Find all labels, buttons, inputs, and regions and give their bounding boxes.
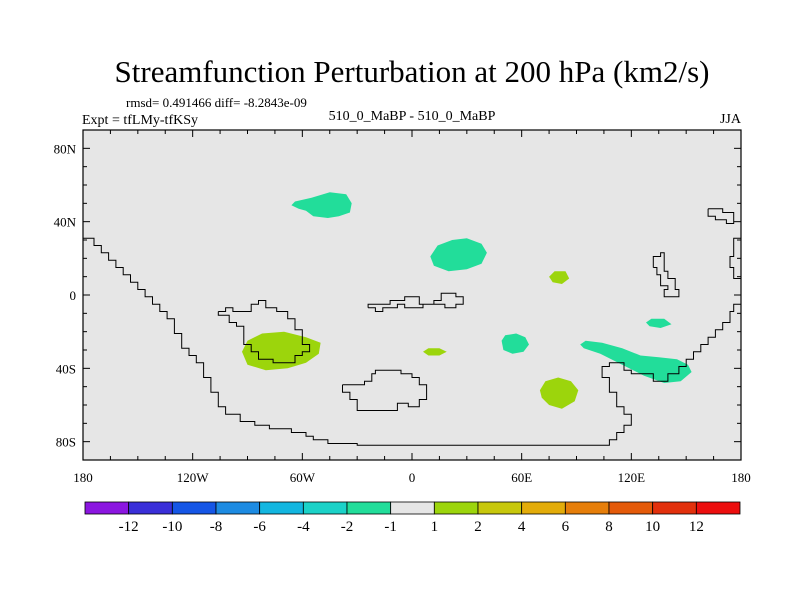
x-tick-label: 120W	[177, 470, 210, 485]
colorbar-label: 8	[605, 519, 613, 535]
colorbar-swatch	[695, 501, 741, 515]
colorbar-swatch	[84, 501, 130, 515]
colorbar-label: 12	[689, 519, 704, 535]
x-tick-label: 180	[73, 470, 93, 485]
x-tick-label: 120E	[618, 470, 646, 485]
map-plot-area	[83, 130, 741, 460]
colorbar-swatch	[390, 501, 435, 515]
colorbar-label: -8	[210, 519, 223, 535]
anomaly-indian-ocean	[501, 333, 529, 354]
coastline-west	[83, 237, 741, 446]
colorbar-swatch	[171, 501, 217, 515]
x-tick-label: 180	[731, 470, 751, 485]
colorbar-label: 2	[474, 519, 482, 535]
colorbar-label: -4	[297, 519, 310, 535]
x-tick-label: 60W	[290, 470, 316, 485]
y-tick-label: 80N	[54, 141, 77, 156]
left-subtitle: Expt = tfLMy-tfKSy	[82, 113, 198, 128]
colorbar-label: 1	[431, 519, 439, 535]
colorbar-swatch	[652, 501, 697, 515]
colorbar-label: -1	[384, 519, 397, 535]
colorbar-label: -6	[253, 519, 266, 535]
colorbar-swatch	[477, 501, 523, 515]
colorbar-label: 10	[645, 519, 660, 535]
coastline-east-far	[729, 237, 741, 279]
y-tick-label: 40N	[54, 215, 77, 230]
x-tick-label: 0	[409, 470, 416, 485]
x-tick-label: 60E	[511, 470, 532, 485]
colorbar-swatch	[433, 501, 479, 515]
colorbar-label: 4	[518, 519, 526, 535]
season-label: JJA	[720, 112, 742, 127]
colorbar-swatch	[259, 501, 304, 515]
y-tick-label: 80S	[56, 435, 76, 450]
plot-background	[83, 130, 741, 460]
colorbar-label: 6	[562, 519, 570, 535]
colorbar-swatch	[608, 501, 654, 515]
coastline-africa	[367, 292, 464, 312]
colorbar-swatch	[346, 501, 392, 515]
anomaly-arabia	[549, 271, 570, 284]
colorbar-swatch	[215, 501, 261, 515]
anomaly-s-indian	[539, 377, 579, 409]
y-tick-label: 0	[70, 288, 77, 303]
y-tick-label: 40S	[56, 361, 76, 376]
colorbar-swatch	[521, 501, 566, 515]
center-subtitle: 510_0_MaBP - 510_0_MaBP	[329, 109, 496, 124]
anomaly-australia	[580, 340, 692, 383]
anomaly-n-atlantic	[291, 192, 352, 218]
colorbar-swatch	[564, 501, 610, 515]
colorbar-label: -12	[119, 519, 139, 535]
anomaly-central-asia	[430, 238, 487, 272]
stats-line: rmsd= 0.491466 diff= -8.2843e-09	[126, 95, 307, 110]
coastline-east-small	[652, 252, 680, 298]
coastline-antarctic-block	[342, 369, 428, 411]
colorbar-label: -2	[341, 519, 354, 535]
colorbar-label: -10	[162, 519, 182, 535]
colorbar: -12 -10 -8 -6 -4 -2 -1 1 2 4 6 8 10 12	[84, 501, 741, 535]
anomaly-s-atlantic	[423, 348, 447, 356]
coastline-east-ne	[707, 208, 735, 224]
anomaly-south-america	[242, 331, 321, 371]
anomaly-se-asia	[646, 318, 672, 328]
chart-title: Streamfunction Perturbation at 200 hPa (…	[115, 54, 710, 89]
colorbar-swatch	[302, 501, 348, 515]
colorbar-swatch	[128, 501, 173, 515]
map-axes: 180 120W 60W 0 60E 120E 180 80N 40N 0 40S 80S	[54, 129, 751, 485]
coastline-south-america	[217, 300, 311, 364]
